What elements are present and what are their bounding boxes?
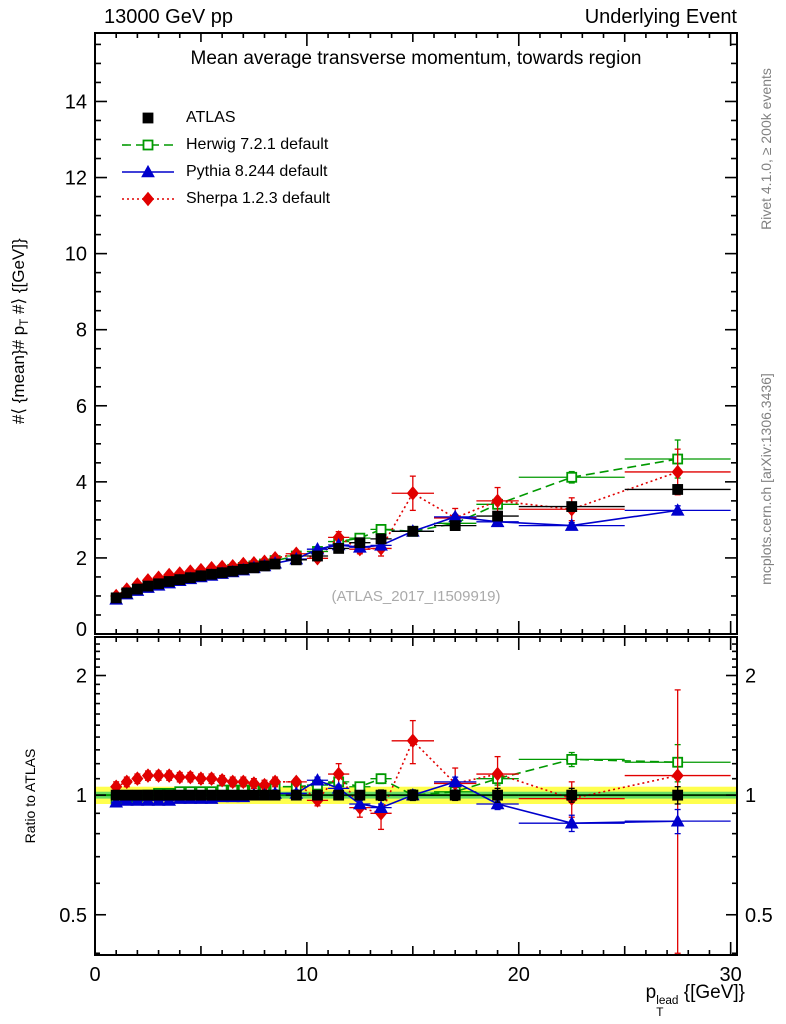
y-label-pre: #⟨ {mean}# p	[8, 325, 28, 425]
legend-marker-pythia-8-244-default	[122, 164, 174, 177]
x-label-base: p	[645, 982, 657, 1003]
legend-entry-pythia-8-244-default: Pythia 8.244 default	[120, 158, 330, 185]
x-label-supsub: lead T	[656, 993, 679, 1020]
y-label-sub: T	[19, 318, 32, 326]
plot-title: Mean average transverse momentum, toward…	[190, 48, 642, 69]
x-label-rest: {[GeV]}	[678, 982, 745, 1003]
legend-marker-atlas	[142, 112, 154, 123]
rivet-version-label: Rivet 4.1.0, ≥ 200k events	[758, 68, 774, 230]
legend-marker-herwig-7-2-1-default	[122, 139, 174, 150]
main-y-axis-label: #⟨ {mean}# pT #⟩ {[GeV]}	[9, 121, 31, 541]
svg-text:0.5: 0.5	[59, 905, 87, 927]
svg-text:0.5: 0.5	[745, 905, 773, 927]
x-axis-label: p lead T {[GeV]}	[400, 982, 745, 1020]
svg-text:10: 10	[65, 244, 87, 266]
svg-text:1: 1	[76, 785, 87, 807]
legend: ATLAS Herwig 7.2.1 default Pythia 8.244 de…	[120, 104, 330, 212]
svg-text:10: 10	[296, 964, 318, 986]
svg-text:8: 8	[76, 320, 87, 342]
mcplots-reference-label: mcplots.cern.ch [arXiv:1306.3436]	[758, 373, 774, 585]
svg-text:6: 6	[76, 396, 87, 418]
analysis-id-watermark: (ATLAS_2017_I1509919)	[331, 588, 501, 605]
legend-label-herwig-7-2-1-default: Herwig 7.2.1 default	[186, 135, 329, 153]
svg-text:14: 14	[65, 91, 87, 113]
svg-text:30: 30	[720, 964, 742, 986]
svg-text:20: 20	[508, 964, 530, 986]
svg-text:0: 0	[76, 619, 87, 641]
legend-entry-herwig-7-2-1-default: Herwig 7.2.1 default	[120, 131, 330, 158]
x-label-sub: T	[656, 1006, 664, 1020]
legend-entry-atlas: ATLAS	[120, 104, 330, 131]
svg-text:4: 4	[76, 472, 87, 494]
svg-text:1: 1	[745, 785, 756, 807]
svg-text:0: 0	[89, 964, 100, 986]
legend-entry-sherpa-1-2-3-default: Sherpa 1.2.3 default	[120, 185, 330, 212]
x-label-sup: lead	[656, 993, 679, 1007]
svg-text:12: 12	[65, 168, 87, 190]
legend-label-atlas: ATLAS	[186, 108, 236, 126]
svg-text:2: 2	[76, 666, 87, 688]
svg-text:2: 2	[76, 548, 87, 570]
analysis-type-label: Underlying Event	[584, 6, 737, 28]
y-label-post: #⟩ {[GeV]}	[8, 238, 28, 319]
legend-marker-sherpa-1-2-3-default	[122, 191, 174, 206]
collision-energy-label: 13000 GeV pp	[104, 6, 233, 28]
legend-label-sherpa-1-2-3-default: Sherpa 1.2.3 default	[186, 189, 331, 207]
svg-text:2: 2	[745, 666, 756, 688]
ratio-y-axis-label: Ratio to ATLAS	[22, 748, 38, 844]
legend-label-pythia-8-244-default: Pythia 8.244 default	[186, 162, 328, 180]
